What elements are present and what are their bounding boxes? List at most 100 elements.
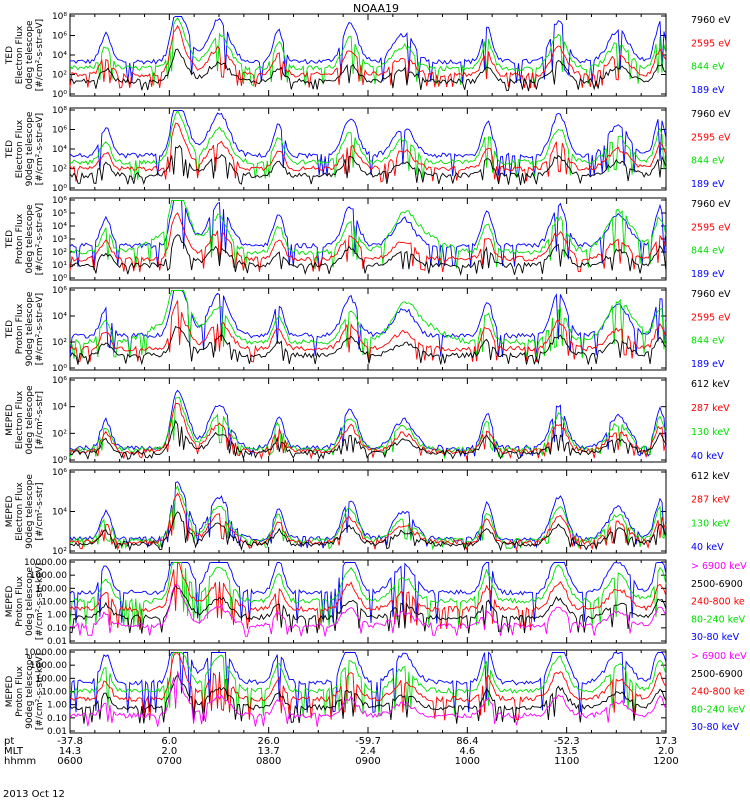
series-line-blue: [69, 651, 667, 714]
y-axis-label: 0deg telescope: [25, 204, 35, 274]
legend-entry: 7960 eV: [691, 289, 731, 300]
y-axis-label: Electron Flux: [15, 390, 25, 449]
y-axis-label: TED: [5, 320, 15, 339]
x-tick-label-hhmm: 0900: [355, 756, 380, 767]
series-line-black: [70, 511, 667, 552]
legend-entry: 80-240 keV: [691, 614, 746, 625]
legend-entry: 40 keV: [691, 542, 724, 553]
x-tick-label-pt: -37.8: [57, 736, 83, 747]
y-tick-label: 0.10: [47, 714, 67, 724]
y-axis-label: 90deg telescope: [25, 111, 35, 186]
legend-entry: 30-80 keV: [691, 722, 740, 733]
x-tick-label-hhmm: 0600: [57, 756, 82, 767]
y-tick-label: 10⁶: [52, 286, 67, 296]
series-line-black: [69, 234, 667, 276]
panel-4: 10⁰ 10² 10⁴ 10⁶ TED Proton Flux 90deg telescop…: [5, 286, 731, 374]
legend-entry: 2500-6900: [691, 669, 743, 680]
legend-entry: > 6900 keV: [691, 651, 747, 662]
series-line-green: [69, 290, 667, 359]
series-line-black: [69, 419, 667, 461]
y-tick-label: 10³: [52, 235, 67, 245]
y-tick-label: 10²: [52, 248, 67, 258]
legend-entry: 130 keV: [691, 518, 730, 529]
y-tick-label: 10¹: [52, 261, 67, 271]
y-axis-label: 90deg telescope: [25, 474, 35, 549]
series-line-blue: [69, 290, 667, 358]
y-axis-label: MEPED: [5, 676, 15, 708]
y-axis-label: 0deg telescope: [25, 385, 35, 455]
y-tick-label: 100.00: [36, 584, 68, 594]
date-label: 2013 Oct 12: [3, 789, 65, 800]
x-tick-label-pt: 6.0: [161, 736, 177, 747]
series-line-blue: [69, 200, 667, 268]
legend-entry: 80-240 keV: [691, 704, 746, 715]
legend-entry: 612 keV: [691, 379, 730, 390]
series-line-blue: [69, 110, 667, 178]
panel-5: 10⁰ 10² 10⁴ 10⁶ MEPED Electron Flux 0deg teles…: [5, 376, 730, 466]
series-line-green: [69, 562, 667, 628]
x-tick-label-mlt: 13.7: [258, 746, 280, 757]
y-axis-label: 90deg telescope: [25, 654, 35, 729]
y-tick-label: 10⁸: [52, 106, 67, 116]
y-axis-label: TED: [5, 46, 15, 65]
y-tick-label: 10⁶: [52, 32, 67, 42]
legend-entry: 2500-6900: [691, 579, 743, 590]
y-tick-label: 10⁴: [52, 312, 67, 322]
legend-entry: 240-800 ke: [691, 687, 745, 698]
y-tick-label: 1.00: [47, 611, 67, 621]
y-axis-label: [#/cm²-s-str-keV]: [35, 563, 45, 640]
y-tick-label: 100.00: [36, 674, 68, 684]
y-tick-label: 10.00: [41, 598, 67, 608]
legend-entry: 189 eV: [691, 359, 725, 370]
legend-entry: 287 keV: [691, 403, 730, 414]
y-tick-label: 10⁶: [52, 196, 67, 206]
series-line-black: [69, 325, 667, 366]
y-axis-label: MEPED: [5, 404, 15, 436]
legend-entry: 189 eV: [691, 179, 725, 190]
y-axis-label: Proton Flux: [15, 666, 25, 717]
y-tick-label: 10⁰: [52, 90, 67, 100]
series-line-red: [69, 402, 667, 461]
x-row-label: MLT: [4, 746, 24, 757]
x-row-label: pt: [4, 736, 14, 747]
y-tick-label: 0.01: [47, 727, 67, 737]
series-line-red: [69, 561, 667, 631]
y-tick-label: 1.00: [47, 701, 67, 711]
y-tick-label: 10.00: [41, 688, 67, 698]
series-line-blue: [69, 389, 667, 458]
series-line-blue: [69, 481, 667, 549]
legend-entry: 2595 eV: [691, 38, 731, 49]
panel-3: 10⁰ 10¹ 10² 10³ 10⁴ 10⁵ 10⁶ TED Proton Flux 0deg …: [5, 196, 731, 284]
y-tick-label: 10²: [52, 165, 67, 175]
x-tick-label-pt: -59.7: [355, 736, 381, 747]
legend-entry: 7960 eV: [691, 199, 731, 210]
y-tick-label: 10000.00: [24, 558, 67, 568]
y-tick-label: 10⁸: [52, 12, 67, 22]
y-tick-label: 1000.00: [30, 661, 67, 671]
y-axis-label: [#/cm²-s-str-eV]: [35, 113, 45, 185]
legend-entry: 40 keV: [691, 451, 724, 462]
y-tick-label: 1000.00: [30, 571, 67, 581]
y-axis-label: [#/cm²-s-str]: [35, 391, 45, 449]
x-tick-label-mlt: 2.4: [360, 746, 376, 757]
legend-entry: 7960 eV: [691, 15, 731, 26]
x-tick-label-pt: 17.3: [655, 736, 677, 747]
y-axis-label: TED: [5, 230, 15, 249]
x-tick-label-pt: -52.3: [554, 736, 580, 747]
legend-entry: 612 keV: [691, 471, 730, 482]
y-axis-label: MEPED: [5, 586, 15, 618]
y-axis-label: Proton Flux: [15, 303, 25, 354]
series-line-black: [69, 48, 667, 92]
legend-entry: 189 eV: [691, 269, 725, 280]
y-tick-label: 0.10: [47, 624, 67, 634]
legend-entry: 2595 eV: [691, 132, 731, 143]
y-tick-label: 10²: [52, 547, 67, 557]
legend-entry: 7960 eV: [691, 109, 731, 120]
y-axis-label: Electron Flux: [15, 482, 25, 541]
y-axis-label: [#/cm²-s-str]: [35, 482, 45, 540]
y-tick-label: 10⁴: [52, 51, 67, 61]
y-tick-label: 10⁵: [52, 209, 67, 219]
x-tick-label-pt: 26.0: [258, 736, 280, 747]
